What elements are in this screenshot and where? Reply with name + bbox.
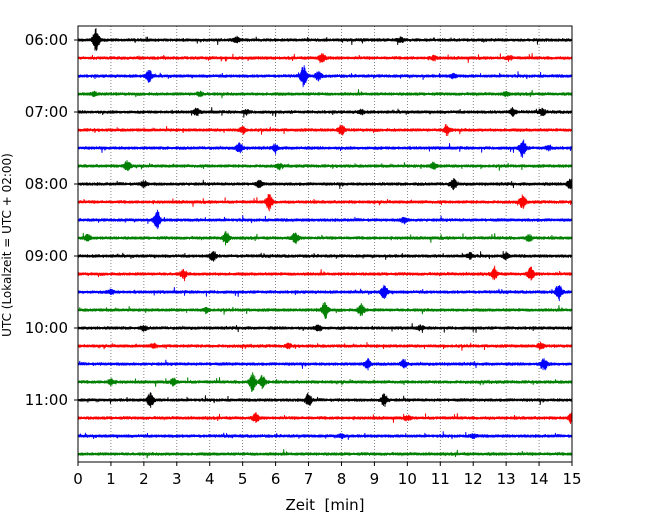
x-tick-label: 7	[304, 470, 314, 488]
seismic-trace	[77, 28, 573, 51]
x-tick-label: 4	[205, 470, 215, 488]
x-tick-label: 15	[562, 470, 581, 488]
x-axis-label: Zeit [min]	[285, 496, 364, 514]
seismic-trace	[77, 411, 573, 425]
seismic-trace	[77, 89, 573, 99]
seismic-trace	[77, 302, 573, 320]
plot-background	[78, 26, 572, 462]
y-tick-label: 08:00	[25, 175, 68, 193]
y-tick-label: 11:00	[25, 391, 68, 409]
x-tick-label: 8	[337, 470, 347, 488]
grid-lines	[110, 26, 540, 462]
x-tick-label: 10	[398, 470, 417, 488]
y-tick-label: 06:00	[25, 31, 68, 49]
seismic-trace	[77, 251, 573, 262]
seismic-trace	[77, 107, 573, 118]
x-tick-label: 1	[106, 470, 116, 488]
seismic-trace	[77, 160, 573, 172]
seismic-trace	[77, 139, 573, 158]
plot-frame	[77, 25, 573, 463]
y-axis-ticks: 06:00 07:00 08:00 09:00 10:00 11:00	[25, 31, 78, 409]
seismic-trace	[77, 358, 573, 371]
x-tick-label: 13	[497, 470, 516, 488]
x-tick-label: 0	[73, 470, 83, 488]
y-tick-label: 07:00	[25, 103, 68, 121]
seismic-trace	[77, 284, 573, 302]
y-axis-label: UTC (Lokalzeit = UTC + 02:00)	[0, 153, 14, 337]
x-tick-label: 5	[238, 470, 248, 488]
x-tick-label: 2	[139, 470, 149, 488]
trace-group	[77, 28, 573, 459]
y-tick-label: 10:00	[25, 319, 68, 337]
seismic-trace	[77, 231, 573, 246]
seismic-trace	[77, 341, 573, 351]
seismic-trace	[77, 123, 573, 136]
seismic-trace	[77, 392, 573, 408]
x-tick-label: 12	[464, 470, 483, 488]
seismic-trace	[77, 265, 573, 282]
seismic-trace	[77, 209, 573, 230]
x-tick-label: 11	[431, 470, 450, 488]
seismic-trace	[77, 449, 573, 459]
x-tick-label: 6	[271, 470, 281, 488]
seismic-trace	[77, 53, 573, 64]
y-tick-label: 09:00	[25, 247, 68, 265]
x-axis-ticks: 0 1 2 3 4 5 6 7 8 9 10 11 12 13 14 15	[73, 462, 582, 488]
seismic-trace	[77, 431, 573, 440]
seismic-trace	[77, 65, 573, 88]
x-tick-label: 3	[172, 470, 182, 488]
seismic-trace	[77, 177, 573, 191]
x-tick-label: 9	[370, 470, 380, 488]
seismic-trace	[77, 323, 573, 333]
seismic-trace	[77, 194, 573, 212]
x-tick-label: 14	[530, 470, 549, 488]
seismic-trace	[77, 372, 573, 392]
